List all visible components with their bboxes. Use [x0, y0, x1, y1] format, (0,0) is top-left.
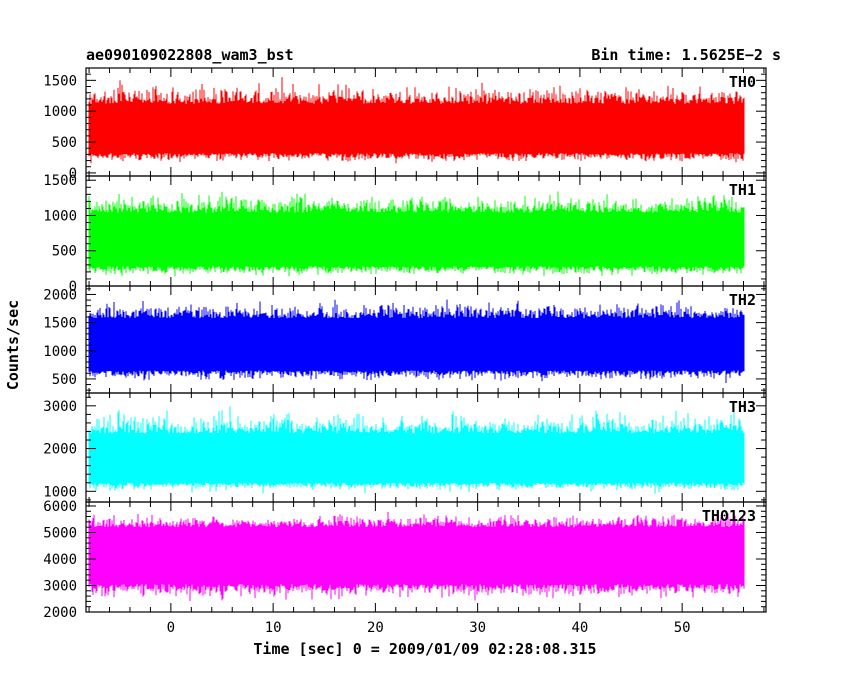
x-tick-label: 20 — [367, 620, 384, 636]
panel-th1: 0 500 1000 1500 TH1 — [43, 173, 767, 295]
y-tick-label: 3000 — [43, 399, 77, 415]
y-tick-label: 500 — [52, 135, 77, 151]
panel-name-label: TH0123 — [702, 507, 756, 525]
y-tick-label: 1000 — [43, 344, 77, 360]
y-tick-label: 500 — [52, 244, 77, 260]
y-tick-label: 2000 — [43, 605, 77, 621]
series-th1-core — [89, 222, 744, 257]
panel-name-label: TH1 — [729, 181, 756, 199]
panel-name-label: TH2 — [729, 291, 756, 309]
panel-th2: 500 1000 1500 2000 TH2 — [43, 285, 767, 394]
x-axis-label: Time [sec] 0 = 2009/01/09 02:28:08.315 — [253, 640, 596, 658]
y-tick-label: 5000 — [43, 525, 77, 541]
panel-name-label: TH3 — [729, 398, 756, 416]
y-tick-label: 2000 — [43, 442, 77, 458]
y-tick-label: 2000 — [43, 287, 77, 303]
bin-time-label: Bin time: 1.5625E−2 s — [591, 46, 781, 64]
y-tick-label: 3000 — [43, 578, 77, 594]
panel-frame — [85, 501, 767, 613]
y-tick-label: 500 — [52, 372, 77, 388]
series-th0123-core — [89, 537, 744, 574]
panel-name-label: TH0 — [729, 73, 756, 91]
y-tick-label: 6000 — [43, 499, 77, 515]
x-tick-label: 30 — [469, 620, 486, 636]
y-tick-label: 1500 — [43, 173, 77, 189]
series-th0-core — [89, 112, 744, 145]
panel-th3: 1000 2000 3000 TH3 — [43, 392, 767, 503]
y-tick-label: 1000 — [43, 104, 77, 120]
y-tick-label: 1000 — [43, 484, 77, 500]
panel-th0123: 2000 3000 4000 5000 6000 TH0123 — [43, 499, 767, 621]
y-tick-label: 1000 — [43, 208, 77, 224]
left-title: ae090109022808_wam3_bst — [86, 46, 294, 64]
panel-th0: 0 500 1000 1500 TH0 — [43, 67, 767, 182]
y-axis-label: Counts/sec — [4, 300, 22, 390]
x-tick-label: 40 — [571, 620, 588, 636]
y-tick-label: 4000 — [43, 552, 77, 568]
y-tick-label: 1500 — [43, 73, 77, 89]
series-th2-core — [89, 327, 744, 362]
x-tick-label: 50 — [674, 620, 691, 636]
x-tick-label: 0 — [167, 620, 175, 636]
y-tick-label: 0 — [69, 279, 77, 295]
y-tick-label: 0 — [69, 166, 77, 182]
x-tick-label: 10 — [265, 620, 282, 636]
series-th3-core — [89, 442, 744, 474]
y-tick-label: 1500 — [43, 316, 77, 332]
